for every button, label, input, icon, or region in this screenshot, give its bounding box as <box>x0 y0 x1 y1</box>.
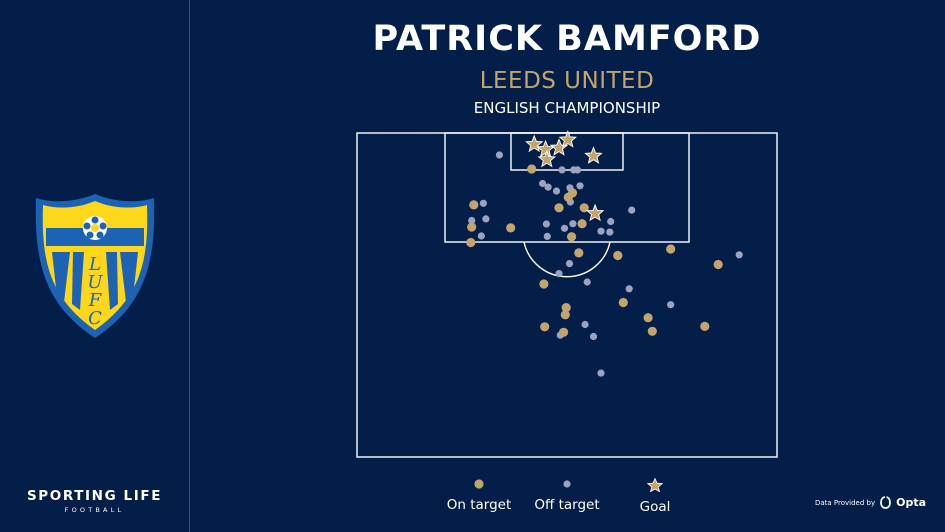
on-target-shot-marker <box>467 222 477 232</box>
on-target-shot-marker <box>469 200 479 210</box>
off-target-shot-marker <box>555 270 563 278</box>
on-target-shot-marker <box>559 327 569 337</box>
on-target-shot-marker <box>579 203 589 213</box>
off-target-shot-marker <box>565 260 574 268</box>
off-target-shot-marker <box>667 301 675 309</box>
off-target-shot-marker <box>576 182 584 190</box>
data-provider: Data Provided by Opta <box>815 496 926 509</box>
on-target-shot-marker <box>643 313 653 323</box>
provider-label: Data Provided by <box>814 498 876 507</box>
on-target-shot-marker <box>560 310 570 320</box>
on-target-shot-marker <box>539 279 549 289</box>
on-target-shot-marker <box>561 303 571 313</box>
pitch-markings <box>356 132 778 458</box>
off-target-shot-marker <box>542 220 551 228</box>
provider-brand: Opta <box>896 496 926 509</box>
on-target-shot-marker <box>466 237 476 248</box>
on-target-shot-marker <box>563 192 573 202</box>
goal-marker <box>584 146 603 164</box>
on-target-shot-marker <box>713 259 723 270</box>
off-target-shot-marker <box>477 232 485 240</box>
goal-marker <box>558 130 578 148</box>
off-target-shot-marker <box>597 369 605 377</box>
off-target-shot-marker <box>583 278 591 286</box>
off-target-shot-marker <box>628 206 636 214</box>
brand-name: SPORTING LIFE <box>26 488 163 504</box>
on-target-shot-marker <box>574 248 584 258</box>
off-target-shot-marker <box>589 332 598 341</box>
off-target-shot-marker <box>569 220 577 228</box>
sidebar: L U F C SPORTING LIFE FOOTBALL <box>0 0 190 532</box>
team-name: LEEDS UNITED <box>479 68 655 94</box>
on-target-shot-marker <box>618 297 628 308</box>
on-target-shot-marker <box>540 322 550 332</box>
goal-marker <box>585 203 605 222</box>
crest-letter-c: C <box>88 308 102 329</box>
penalty-arc <box>523 241 611 278</box>
off-target-shot-marker <box>495 151 503 159</box>
brand-subtitle: FOOTBALL <box>64 506 125 514</box>
on-target-shot-marker <box>577 219 587 229</box>
off-target-shot-marker <box>625 285 633 293</box>
off-target-shot-marker <box>479 199 487 207</box>
crest-letter-u: U <box>87 272 103 293</box>
off-target-shot-marker <box>597 227 605 235</box>
on-target-shot-marker <box>506 223 516 233</box>
on-target-shot-marker <box>567 232 577 242</box>
crest-letter-f: F <box>88 290 103 311</box>
on-target-shot-marker <box>613 250 623 261</box>
off-target-shot-marker <box>552 187 561 195</box>
off-target-shot-marker <box>544 183 552 191</box>
on-target-shot-marker <box>647 326 657 336</box>
on-target-shot-marker <box>527 164 537 174</box>
off-target-shot-marker <box>581 320 589 329</box>
off-target-shot-marker <box>573 166 582 174</box>
off-target-shot-marker <box>468 216 476 225</box>
off-target-shot-marker <box>539 179 547 188</box>
leeds-united-crest-logo: L U F C <box>35 194 155 338</box>
off-target-shot-marker <box>560 224 569 232</box>
goal-marker <box>537 149 557 168</box>
on-target-shot-marker <box>666 244 676 254</box>
off-target-shot-marker <box>558 166 566 174</box>
on-target-shot-marker <box>554 203 564 213</box>
on-target-shot-marker <box>700 321 710 331</box>
off-target-shot-marker <box>607 217 615 226</box>
player-name: PATRICK BAMFORD <box>372 19 762 59</box>
competition-name: ENGLISH CHAMPIONSHIP <box>473 99 661 117</box>
sporting-life-logo: SPORTING LIFE FOOTBALL <box>0 488 189 514</box>
off-target-shot-marker <box>606 228 614 236</box>
opta-logo-icon <box>880 496 891 509</box>
off-target-shot-marker <box>543 232 551 240</box>
goal-marker <box>525 134 544 153</box>
off-target-shot-marker <box>735 251 743 259</box>
crest-letter-l: L <box>88 254 101 275</box>
half-pitch-outline <box>356 132 778 458</box>
off-target-shot-marker <box>482 215 490 223</box>
shot-markers <box>466 130 743 377</box>
